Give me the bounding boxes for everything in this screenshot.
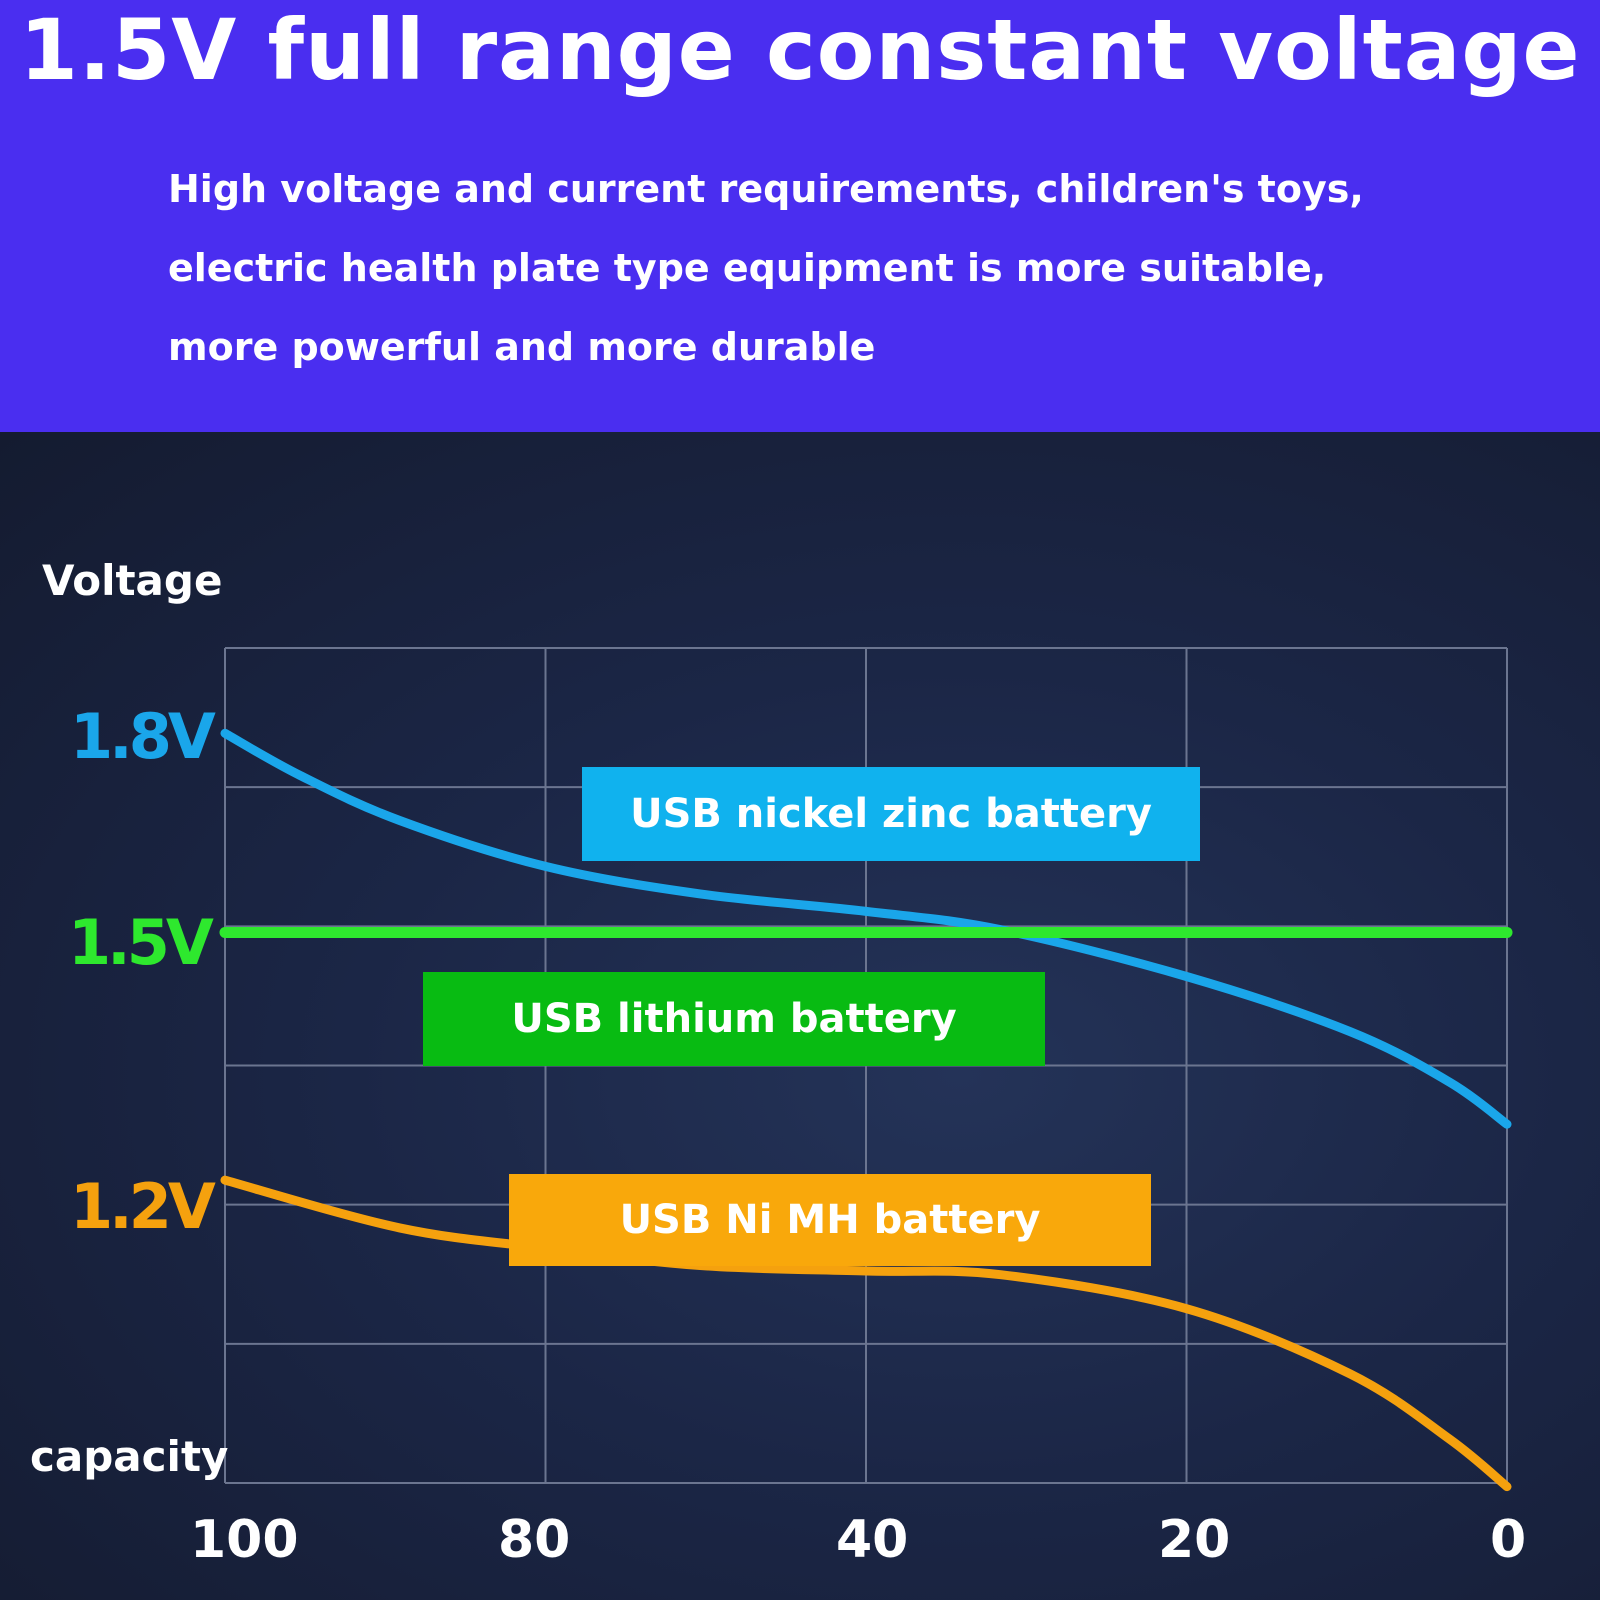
- subtitle: High voltage and current requirements, c…: [168, 150, 1568, 387]
- page-title: 1.5V full range constant voltage: [19, 1, 1581, 99]
- x-axis-label: capacity: [30, 1432, 229, 1481]
- legend-label: USB Ni MH battery: [619, 1197, 1041, 1243]
- subtitle-line: electric health plate type equipment is …: [168, 246, 1327, 290]
- x-tick-label: 0: [1490, 1510, 1527, 1570]
- y-tick-label: 1.2V: [70, 1170, 216, 1243]
- legend-lithium: USB lithium battery: [423, 972, 1045, 1066]
- x-tick-label: 100: [190, 1510, 299, 1570]
- subtitle-line: High voltage and current requirements, c…: [168, 167, 1364, 211]
- legend-label: USB nickel zinc battery: [630, 791, 1152, 837]
- subtitle-line: more powerful and more durable: [168, 325, 876, 369]
- x-tick-label: 20: [1158, 1510, 1231, 1570]
- y-tick-label: 1.8V: [70, 700, 216, 773]
- legend-label: USB lithium battery: [511, 996, 957, 1042]
- y-tick-label: 1.5V: [68, 906, 214, 979]
- legend-nickel-zinc: USB nickel zinc battery: [582, 767, 1200, 861]
- x-tick-label: 40: [836, 1510, 909, 1570]
- y-axis-label: Voltage: [42, 556, 223, 605]
- header-banner: 1.5V full range constant voltage High vo…: [0, 0, 1600, 432]
- series-ni-mh-line: [220, 1175, 1512, 1492]
- legend-ni-mh: USB Ni MH battery: [509, 1174, 1151, 1266]
- series-nickel-zinc-line: [220, 728, 1512, 1129]
- x-tick-label: 80: [498, 1510, 571, 1570]
